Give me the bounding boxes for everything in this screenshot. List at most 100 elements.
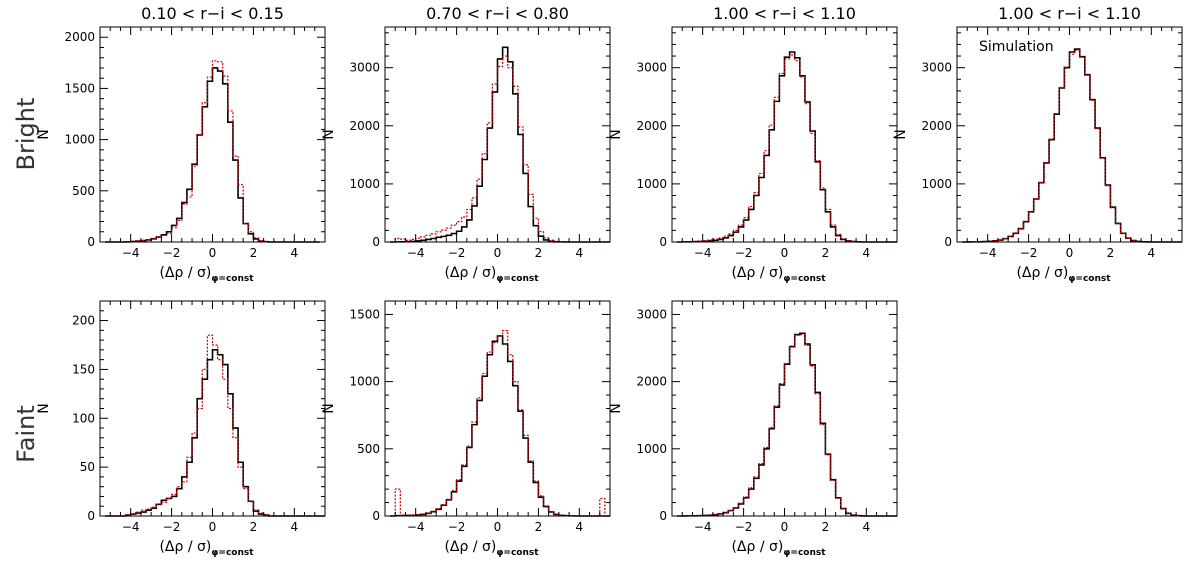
panel-annotation: Simulation [979,39,1054,55]
x-tick-label: −2 [1020,246,1038,260]
x-tick-label: 2 [250,520,258,534]
y-tick-label: 0 [659,509,667,523]
x-tick-label: 0 [781,246,789,260]
series-black-line [105,349,325,517]
panel-5: −4 −2 0 2 4 0 50 100 150 200 N (Δρ / σ)φ=const [36,300,326,558]
y-tick-label: 0 [372,235,380,249]
x-tick-label: 0 [494,246,502,260]
y-tick-label: 1000 [349,177,380,191]
y-axis-label: N [608,129,624,139]
y-tick-label: 1000 [636,177,667,191]
y-tick-label: 2000 [921,119,952,133]
y-axis-label: N [608,403,624,413]
panel-1: −4 −2 0 2 4 0 500 1000 1500 2000 0.10 < r−i < 0.15… [36,4,326,284]
series-black-line [962,48,1182,243]
x-axis-label: (Δρ / σ)φ=const [159,265,254,284]
x-tick-label: −2 [448,246,466,260]
x-tick-label: −4 [694,246,712,260]
x-tick-label: 4 [862,520,870,534]
x-axis-label: (Δρ / σ)φ=const [444,539,539,558]
y-tick-label: 0 [944,235,952,249]
y-tick-label: 500 [357,442,380,456]
y-tick-label: 0 [659,235,667,249]
plot-frame [99,300,326,517]
x-tick-label: 2 [535,520,543,534]
panel-title: 0.70 < r−i < 0.80 [426,4,569,23]
series-black-line [677,51,897,243]
x-tick-label: −4 [407,520,425,534]
x-tick-label: 2 [822,520,830,534]
y-axis-label: N [36,403,52,413]
y-tick-label: 3000 [636,307,667,321]
x-tick-label: 0 [781,520,789,534]
y-tick-label: 200 [72,314,95,328]
x-tick-label: −2 [163,246,181,260]
series-red-line [105,334,325,517]
panel-6: −4 −2 0 2 4 0 500 1000 1500 N (Δρ / σ)φ=const [321,300,611,558]
y-tick-label: 2000 [64,30,95,44]
y-tick-label: 3000 [349,61,380,75]
series-red-line [390,329,610,517]
x-tick-label: 2 [535,246,543,260]
y-tick-label: 1500 [64,81,95,95]
y-tick-label: 3000 [636,61,667,75]
x-tick-label: −4 [122,520,140,534]
series-black-line [390,46,610,243]
y-axis-label: N [893,129,909,139]
y-tick-label: 0 [87,235,95,249]
y-tick-label: 3000 [921,61,952,75]
plot-frame [671,300,898,517]
series-red-line [677,54,897,243]
x-tick-label: −4 [694,520,712,534]
x-tick-label: −4 [122,246,140,260]
x-tick-label: 2 [1107,246,1115,260]
y-tick-label: 1000 [636,442,667,456]
y-tick-label: 0 [372,509,380,523]
x-tick-label: 4 [575,246,583,260]
x-tick-label: 2 [822,246,830,260]
series-black-line [390,335,610,517]
y-tick-label: 50 [80,460,95,474]
panel-4: −4 −2 0 2 4 0 1000 2000 3000 1.00 < r−i < 1.10 Sim… [893,4,1183,284]
y-tick-label: 1000 [64,133,95,147]
series-red-line [105,60,320,243]
y-tick-label: 1500 [349,307,380,321]
panel-2: −4 −2 0 2 4 0 1000 2000 3000 0.70 < r−i < 0.80 N (Δ… [321,4,611,284]
x-tick-label: −4 [979,246,997,260]
x-axis-label: (Δρ / σ)φ=const [444,265,539,284]
x-tick-label: −2 [163,520,181,534]
y-tick-label: 1000 [921,177,952,191]
y-tick-label: 2000 [636,375,667,389]
x-tick-label: −2 [735,246,753,260]
x-tick-label: 4 [290,520,298,534]
series-red-line [962,49,1182,243]
x-tick-label: 4 [862,246,870,260]
panel-title: 0.10 < r−i < 0.15 [141,4,284,23]
series-red-line [677,333,897,517]
x-axis-label: (Δρ / σ)φ=const [159,539,254,558]
x-axis-label: (Δρ / σ)φ=const [1016,265,1111,284]
panel-7: −4 −2 0 2 4 0 1000 2000 3000 N (Δρ / σ)φ=const [608,300,898,558]
series-black-line [105,67,320,243]
y-tick-label: 2000 [636,119,667,133]
x-tick-label: 0 [1066,246,1074,260]
y-axis-label: N [36,129,52,139]
y-tick-label: 150 [72,362,95,376]
y-tick-label: 2000 [349,119,380,133]
x-tick-label: 4 [290,246,298,260]
x-axis-label: (Δρ / σ)φ=const [731,265,826,284]
x-tick-label: 0 [209,246,217,260]
panel-3: −4 −2 0 2 4 0 1000 2000 3000 1.00 < r−i < 1.10 N (Δ… [608,4,898,284]
x-tick-label: −2 [735,520,753,534]
y-tick-label: 0 [87,509,95,523]
x-tick-label: 4 [1147,246,1155,260]
series-black-line [677,332,897,517]
x-axis-label: (Δρ / σ)φ=const [731,539,826,558]
x-tick-label: −4 [407,246,425,260]
y-tick-label: 100 [72,411,95,425]
x-tick-label: 4 [575,520,583,534]
panel-title: 1.00 < r−i < 1.10 [998,4,1141,23]
x-tick-label: 0 [209,520,217,534]
y-axis-label: N [321,403,337,413]
